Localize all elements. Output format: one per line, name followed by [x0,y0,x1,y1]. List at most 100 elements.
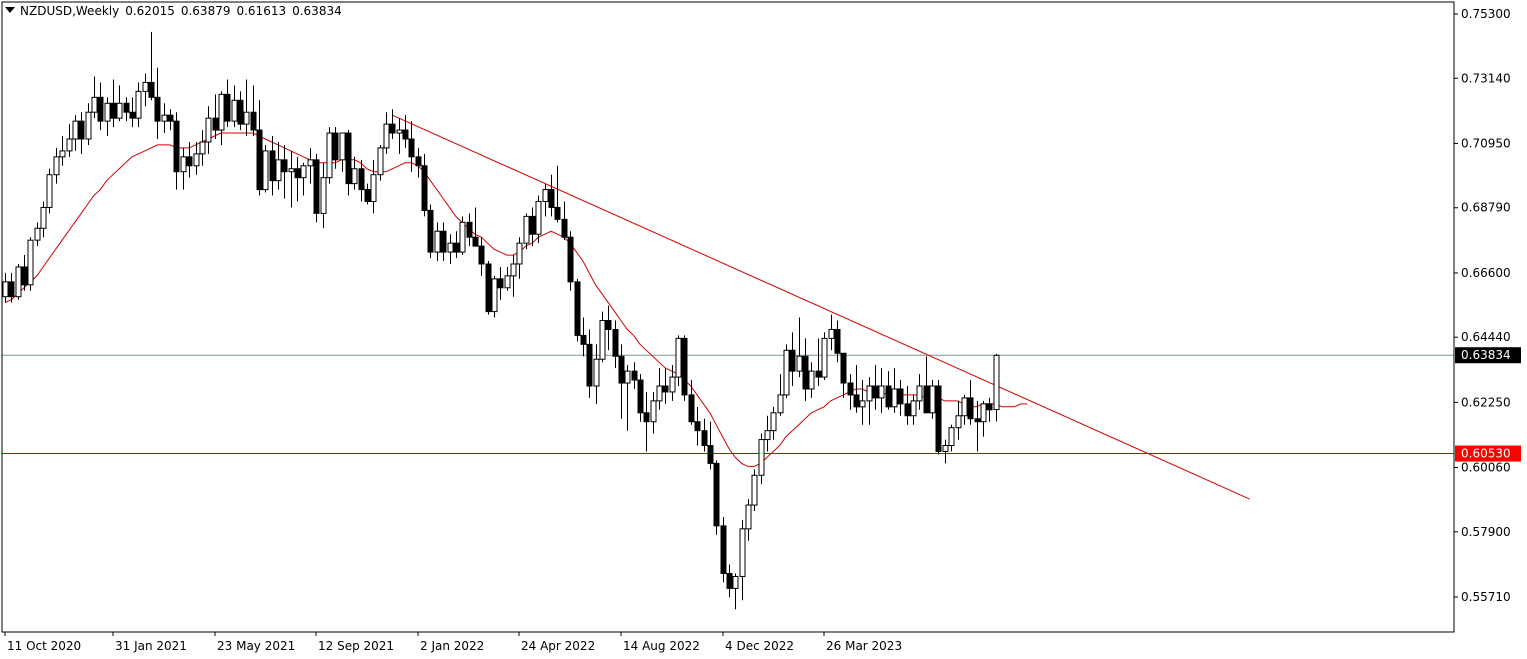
candle [656,368,663,410]
candle [497,266,504,300]
candle [847,374,854,410]
candle-body-bull [745,504,752,530]
candle [593,344,600,404]
candle-body-bear [802,355,809,390]
candle [529,207,536,247]
candle [78,112,85,154]
candle-body-bear [923,385,930,414]
candle [961,394,968,425]
candle-body-bear [840,352,847,384]
candle [986,397,993,422]
candle [720,516,727,583]
candle [135,82,142,128]
candle [935,380,942,455]
candle [396,118,403,154]
candle-body-bull [510,263,517,277]
candle [567,231,574,291]
candle-body-bear [986,403,993,411]
candle [802,338,809,401]
candle-body-bull [46,174,53,208]
candle [904,386,911,425]
candle [307,147,314,184]
candle-body-bull [916,385,923,402]
candle-body-bull [383,123,390,149]
x-tick-label: 23 May 2021 [217,639,295,653]
candle-body-bear [567,236,574,283]
candle-body-bear [472,236,479,247]
y-tick-label: 0.64440 [1461,330,1511,344]
candle-body-bull [377,147,384,176]
candle [777,374,784,416]
candle [618,344,625,419]
candle-body-bull [320,177,327,214]
candle-body-bull [993,354,1000,411]
candle [821,332,828,381]
candle [808,362,815,398]
candle [21,255,28,291]
candle-body-bear [345,132,352,185]
candle-body-bear [237,99,244,125]
candle-body-bear [612,328,619,357]
candle [783,344,790,398]
candle [294,156,301,202]
candle-body-bear [815,370,822,378]
candle-body-bear [389,123,396,134]
candle-body-bull [656,385,663,402]
candle-body-bear [364,189,371,202]
x-tick-label: 26 Mar 2023 [826,639,902,653]
candle [866,377,873,425]
candle-body-bear [720,525,727,574]
candle-body-bull [859,400,866,408]
candle-body-bear [408,138,415,158]
candle [320,162,327,229]
candle-body-bull [193,153,200,167]
dropdown-triangle-icon[interactable] [5,7,15,13]
candle-body-bull [504,275,511,289]
candle [389,109,396,139]
candle-body-bull [866,385,873,402]
candle [751,469,758,511]
candle [631,362,638,389]
candle [586,329,593,398]
candle-body-bear [580,334,587,345]
candle [840,352,847,398]
chart-header: NZDUSD,Weekly 0.62015 0.63879 0.61613 0.6383… [5,4,348,18]
candle [212,94,219,139]
candle-body-bull [370,174,377,202]
candle [770,406,777,440]
low-value: 0.61613 [236,4,287,18]
candle [554,165,561,223]
candle-body-bear [224,93,231,122]
candle-body-bear [313,159,320,214]
candle-body-bear [110,102,117,119]
candle-body-bear [129,111,136,119]
candle [326,127,333,184]
candle [834,320,841,363]
candle [516,237,523,279]
candle [8,272,15,303]
candle [637,374,644,422]
plot-area[interactable] [2,31,1454,610]
candle [548,174,555,217]
candle [440,222,447,262]
candle-body-bull [669,376,676,393]
candle-body-bull [262,150,269,191]
candle [224,79,231,128]
candle-body-bear [453,242,460,253]
candle [2,272,9,303]
candle [161,103,168,134]
candle-body-bear [974,418,981,423]
candle-body-bear [694,421,701,432]
candle [561,201,568,241]
candle [345,130,352,196]
candle [129,97,136,128]
candle-body-bear [847,382,854,396]
candle [447,234,454,264]
candle [701,418,708,452]
candle [53,147,60,184]
trendline[interactable] [392,114,1250,500]
candle [916,374,923,410]
candle [745,499,752,541]
candle-body-bear [97,96,104,122]
